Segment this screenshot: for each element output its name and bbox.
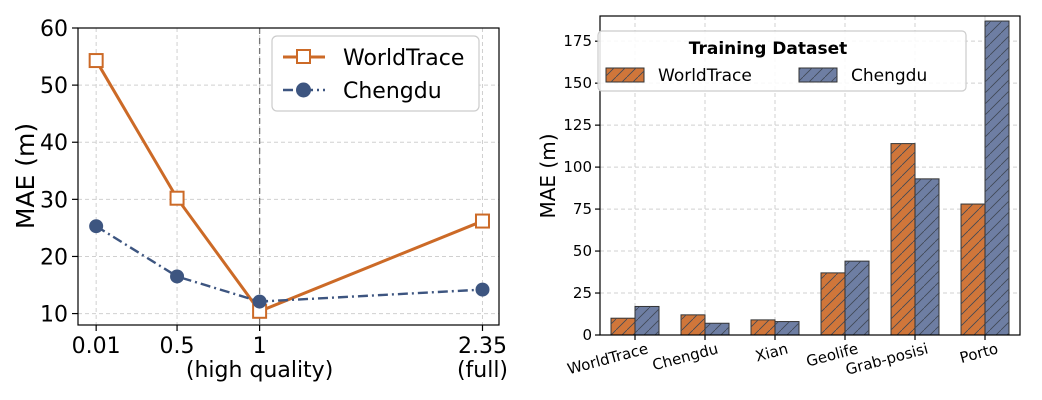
bar-hatch-worldtrace-worldtrace: [611, 318, 635, 335]
legend-marker-worldtrace: [296, 49, 311, 64]
left-legend: WorldTrace Chengdu: [271, 35, 480, 112]
bar-hatch-chengdu-porto: [985, 21, 1009, 336]
right-legend-box: [597, 30, 967, 92]
left-line-chart: 10 20 30 40 50 60 0.01 0.5 1(high quality) 2.35(…: [11, 17, 508, 383]
point-worldtrace-3: [474, 213, 490, 229]
legend-swatch-chengdu-hatch: [799, 68, 837, 82]
point-worldtrace-1: [169, 190, 185, 206]
bar-hatch-worldtrace-porto: [961, 204, 985, 335]
left-ytick-label-20: 20: [40, 245, 68, 270]
left-ytick-label-60: 60: [40, 17, 68, 42]
left-xtick-sublabel-2-35: (full): [457, 358, 508, 383]
left-ytick-label-30: 30: [40, 188, 68, 213]
legend-label-worldtrace-bar: WorldTrace: [658, 66, 752, 86]
left-xtick-sublabel-1: (high quality): [186, 358, 333, 383]
series-line-worldtrace: [94, 59, 484, 314]
left-x-ticks: 0.01 0.5 1(high quality) 2.35(full): [72, 325, 508, 383]
point-chengdu-2: [252, 294, 267, 309]
legend-marker-chengdu: [296, 82, 311, 98]
right-ytick-label-150: 150: [563, 74, 592, 92]
right-ytick-label-75: 75: [573, 200, 592, 218]
right-ytick-label-25: 25: [573, 284, 592, 302]
bar-hatch-worldtrace-chengdu: [681, 314, 705, 335]
bar-hatch-chengdu-grab-posisi: [915, 178, 939, 335]
point-chengdu-3: [475, 282, 490, 297]
bar-hatch-worldtrace-grab-posisi: [891, 143, 915, 335]
right-legend: Training Dataset WorldTrace Chengdu: [597, 30, 967, 92]
left-y-ticks: 10 20 30 40 50 60: [40, 17, 78, 328]
bar-hatch-worldtrace-xian: [751, 319, 775, 335]
series-line-chengdu: [95, 225, 483, 303]
right-ytick-label-100: 100: [563, 158, 592, 176]
right-xtick-label-worldtrace: WorldTrace: [565, 339, 650, 378]
left-legend-box: [271, 35, 480, 112]
left-xtick-label-0-01: 0.01: [72, 334, 121, 359]
left-y-axis-label: MAE (m): [11, 123, 40, 229]
right-ytick-label-175: 175: [563, 32, 592, 50]
right-xtick-label-porto: Porto: [958, 339, 1000, 366]
legend-label-worldtrace: WorldTrace: [343, 46, 464, 71]
bar-hatch-chengdu-xian: [775, 321, 799, 335]
right-y-axis-label: MAE (m): [536, 133, 560, 218]
left-xtick-label-2-35: 2.35: [458, 334, 507, 359]
point-worldtrace-0: [88, 53, 104, 69]
left-axes-frame: [77, 27, 500, 326]
left-series: [88, 53, 490, 319]
bar-hatch-chengdu-worldtrace: [635, 306, 659, 335]
left-xtick-label-1: 1: [253, 334, 267, 359]
right-axes-frame: [599, 15, 1021, 336]
legend-swatch-worldtrace-hatch: [606, 68, 644, 82]
left-xtick-label-0-5: 0.5: [160, 334, 195, 359]
left-ytick-label-40: 40: [40, 131, 68, 156]
right-xtick-label-chengdu: Chengdu: [650, 339, 720, 374]
bar-hatch-chengdu-chengdu: [705, 323, 729, 335]
legend-title: Training Dataset: [689, 39, 848, 59]
point-chengdu-1: [170, 269, 185, 284]
left-ytick-label-10: 10: [40, 303, 68, 328]
left-ytick-label-50: 50: [40, 74, 68, 99]
right-ytick-label-125: 125: [563, 116, 592, 134]
legend-label-chengdu: Chengdu: [343, 79, 442, 104]
point-chengdu-0: [89, 219, 104, 234]
right-ytick-label-0: 0: [582, 326, 592, 344]
right-y-ticks: 0 25 50 75 100 125 150 175: [563, 32, 600, 344]
legend-label-chengdu-bar: Chengdu: [851, 66, 927, 86]
right-ytick-label-50: 50: [573, 242, 592, 260]
bar-hatch-chengdu-geolife: [845, 261, 869, 335]
right-xtick-label-xian: Xian: [753, 339, 790, 365]
bar-hatch-worldtrace-geolife: [821, 272, 845, 335]
